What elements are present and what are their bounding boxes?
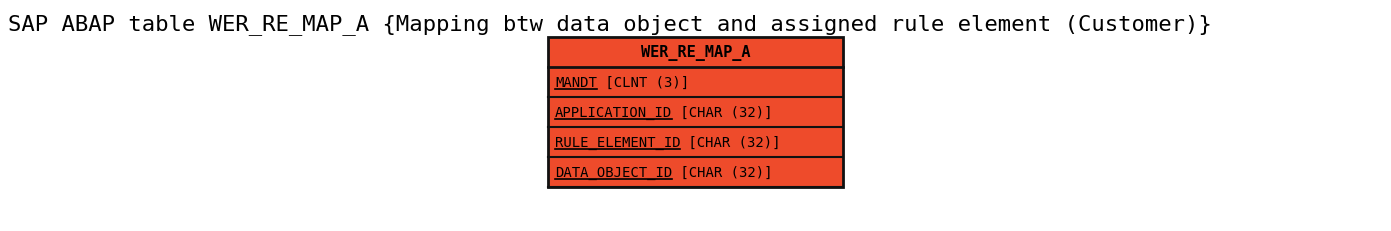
Text: WER_RE_MAP_A: WER_RE_MAP_A — [641, 45, 750, 61]
Text: RULE_ELEMENT_ID: RULE_ELEMENT_ID — [555, 135, 680, 149]
Text: [CLNT (3)]: [CLNT (3)] — [597, 76, 689, 90]
Text: [CHAR (32)]: [CHAR (32)] — [672, 106, 772, 119]
Text: [CHAR (32)]: [CHAR (32)] — [672, 165, 772, 179]
Text: APPLICATION_ID: APPLICATION_ID — [555, 106, 672, 119]
Bar — [548, 38, 843, 187]
Text: SAP ABAP table WER_RE_MAP_A {Mapping btw data object and assigned rule element (: SAP ABAP table WER_RE_MAP_A {Mapping btw… — [8, 14, 1212, 35]
Text: DATA_OBJECT_ID: DATA_OBJECT_ID — [555, 165, 672, 179]
Text: MANDT: MANDT — [555, 76, 597, 90]
Text: [CHAR (32)]: [CHAR (32)] — [680, 135, 780, 149]
